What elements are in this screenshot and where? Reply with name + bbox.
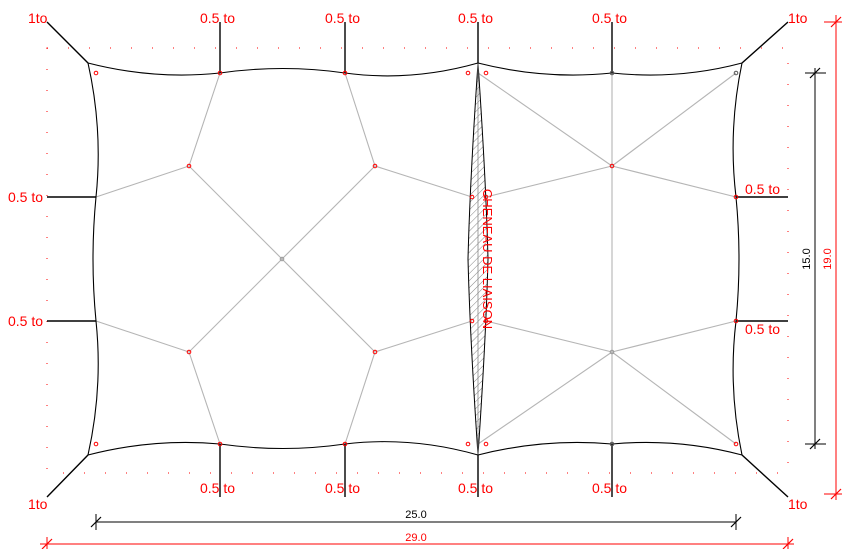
inner-height-value: 15.0	[801, 248, 813, 269]
corner-load-label: 1to	[788, 10, 808, 26]
side-load-label: 0.5 to	[745, 321, 780, 337]
side-load-label: 0.5 to	[8, 189, 43, 205]
inner-width-value: 25.0	[405, 509, 426, 521]
dimension-inner-width: 25.0	[90, 509, 742, 530]
mast-load-label: 0.5 to	[592, 10, 627, 26]
corner-load-label: 1to	[28, 496, 48, 512]
membrane-lines	[95, 72, 737, 445]
corner-load-label: 1to	[28, 10, 48, 26]
membrane-nodes	[93, 70, 739, 447]
dimension-outer-height: 19.0	[822, 15, 842, 500]
mast-load-label: 0.5 to	[458, 480, 493, 496]
mast-load-label: 0.5 to	[592, 480, 627, 496]
side-load-label: 0.5 to	[745, 181, 780, 197]
outer-width-value: 29.0	[405, 532, 426, 544]
side-load-label: 0.5 to	[8, 313, 43, 329]
dotted-boundary	[46, 47, 789, 474]
mast-load-label: 0.5 to	[200, 480, 235, 496]
dimension-outer-width: 29.0	[40, 532, 794, 550]
edge-cables	[87, 62, 743, 456]
gutter-label: CHENEAU DE LIAISON	[480, 189, 495, 329]
corner-load-label: 1to	[788, 496, 808, 512]
mast-load-label: 0.5 to	[458, 10, 493, 26]
mast-load-label: 0.5 to	[325, 10, 360, 26]
dimension-inner-height: 15.0	[801, 67, 826, 450]
mast-load-label: 0.5 to	[325, 480, 360, 496]
anchor-lines	[46, 21, 789, 498]
outer-height-value: 19.0	[822, 248, 834, 269]
mast-load-label: 0.5 to	[200, 10, 235, 26]
